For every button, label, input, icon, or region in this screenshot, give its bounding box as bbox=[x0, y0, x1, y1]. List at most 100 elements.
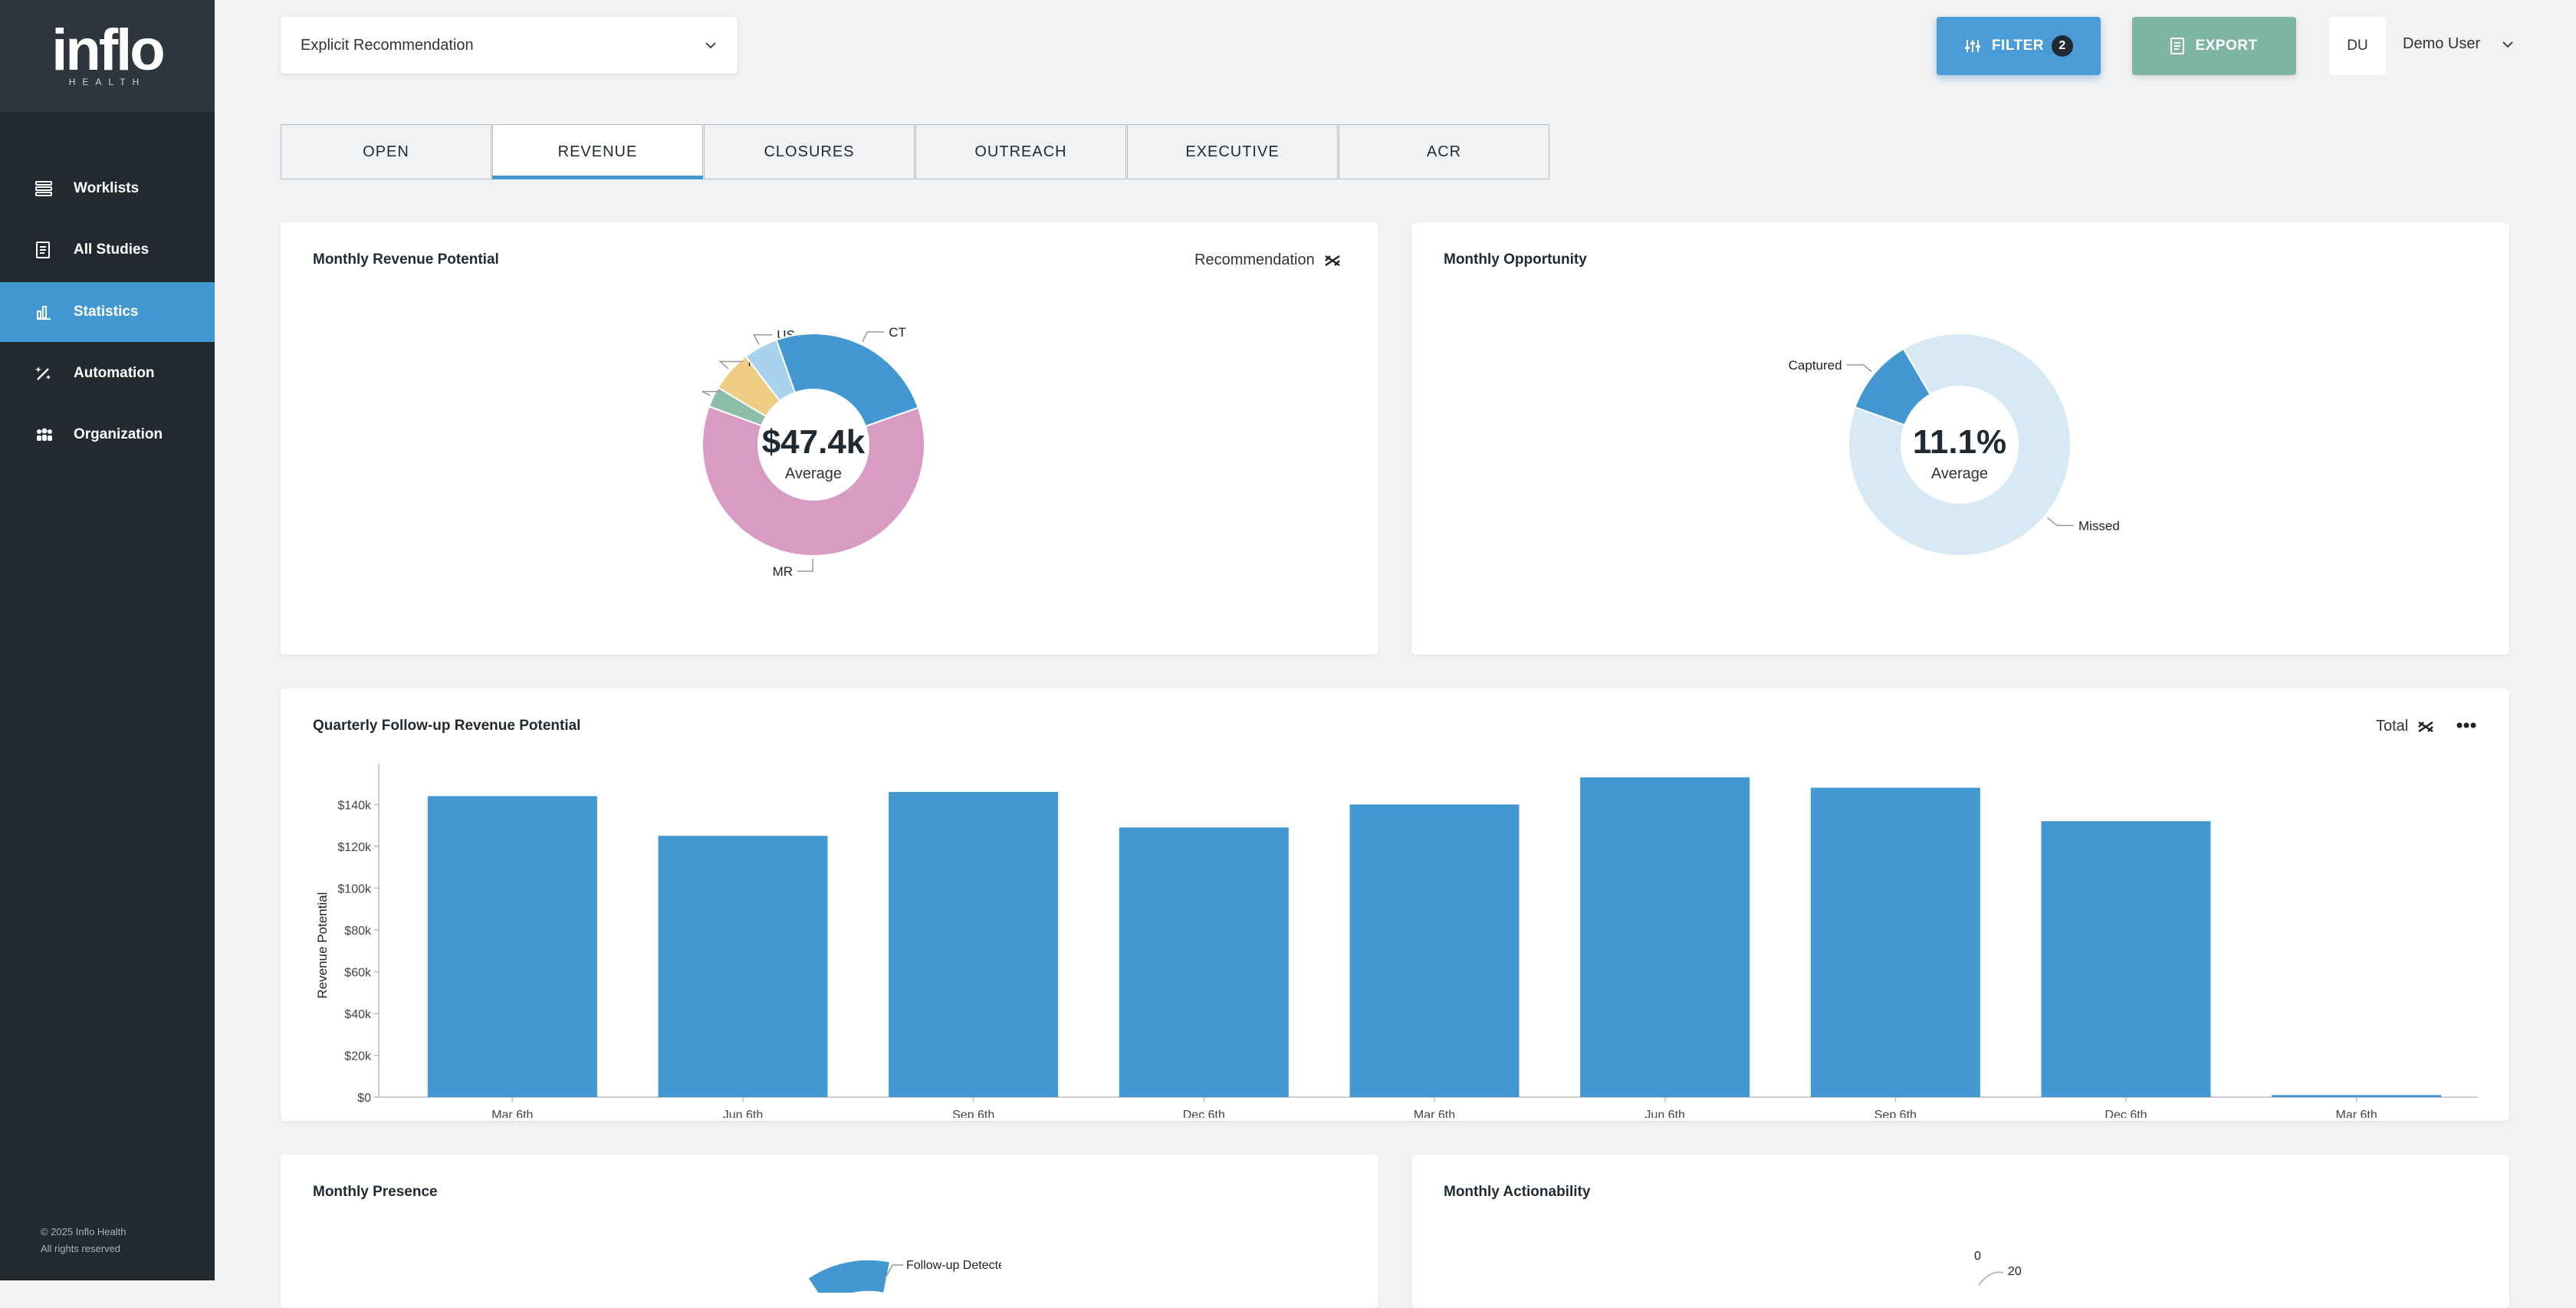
tab-executive[interactable]: EXECUTIVE bbox=[1127, 124, 1338, 179]
sidebar-item-label: Organization bbox=[74, 426, 163, 442]
recommendation-toggle[interactable]: Recommendation bbox=[1194, 251, 1341, 269]
slice-label: Captured bbox=[1789, 358, 1842, 373]
presence-card: Monthly Presence Follow-up Detected bbox=[281, 1155, 1378, 1308]
copyright-text: © 2025 Inflo Health bbox=[41, 1226, 127, 1237]
export-label: EXPORT bbox=[2195, 38, 2258, 54]
bar bbox=[658, 836, 828, 1097]
x-tick-label: Sep 6th bbox=[1875, 1109, 1917, 1118]
tick-label: 0 bbox=[1974, 1250, 1981, 1263]
bar bbox=[2272, 1095, 2442, 1097]
filter-count-badge: 2 bbox=[2052, 35, 2074, 57]
slice-label: CT bbox=[889, 325, 906, 340]
y-tick-label: $40k bbox=[344, 1008, 372, 1021]
people-icon bbox=[37, 428, 52, 441]
y-axis-label: Revenue Potential bbox=[315, 892, 330, 999]
donut-slice-mr bbox=[702, 405, 925, 557]
card-title: Quarterly Follow-up Revenue Potential bbox=[313, 718, 581, 734]
sidebar-item-statistics[interactable]: Statistics bbox=[0, 282, 215, 342]
x-tick-label: Mar 6th bbox=[1414, 1109, 1455, 1118]
bar bbox=[2041, 821, 2211, 1097]
x-tick-label: Jun 6th bbox=[1644, 1109, 1684, 1118]
sidebar-item-organization[interactable]: Organization bbox=[0, 405, 215, 465]
bar bbox=[427, 796, 597, 1097]
x-tick-label: Mar 6th bbox=[2336, 1109, 2377, 1118]
x-tick-label: Jun 6th bbox=[723, 1109, 763, 1118]
sidebar-item-all-studies[interactable]: All Studies bbox=[0, 220, 215, 280]
bar-chart-icon bbox=[37, 306, 51, 320]
avatar[interactable]: DU bbox=[2329, 17, 2386, 75]
logo[interactable]: inflo HEALTH bbox=[0, 0, 215, 112]
sidebar-footer: © 2025 Inflo Health All rights reserved bbox=[41, 1224, 126, 1257]
sidebar-item-label: All Studies bbox=[74, 242, 150, 258]
magic-wand-icon bbox=[35, 366, 51, 380]
card-title: Monthly Presence bbox=[313, 1184, 438, 1200]
slice-leader-line bbox=[862, 331, 885, 342]
donut-center-label: Average bbox=[1931, 465, 1988, 482]
slice-leader-line bbox=[2047, 517, 2074, 527]
opportunity-donut-chart: Missed Captured 11.1% Average bbox=[1789, 333, 2120, 557]
select-value: Explicit Recommendation bbox=[301, 36, 474, 54]
y-tick-label: $140k bbox=[337, 799, 372, 812]
slice-label: MR bbox=[773, 564, 793, 579]
donut-center-value: 11.1% bbox=[1913, 423, 2006, 461]
sidebar-item-label: Statistics bbox=[74, 304, 139, 320]
toggle-label: Total bbox=[2376, 718, 2409, 735]
tab-closures[interactable]: CLOSURES bbox=[704, 124, 915, 179]
y-tick-label: $80k bbox=[344, 925, 372, 938]
bar bbox=[1349, 804, 1520, 1097]
tick-label: 20 bbox=[2008, 1265, 2022, 1278]
sidebar-item-worklists[interactable]: Worklists bbox=[0, 159, 215, 219]
donut-slices: Missed Captured bbox=[1789, 333, 2120, 557]
quarterly-revenue-card: Quarterly Follow-up Revenue Potential To… bbox=[281, 689, 2509, 1121]
user-menu[interactable]: Demo User bbox=[2403, 35, 2481, 52]
quarterly-bar-chart: $0 $20k $40k $60k $80k $100k $120k $140k Mar 6th… bbox=[315, 764, 2478, 1118]
card-title: Monthly Actionability bbox=[1444, 1184, 1591, 1200]
revenue-potential-card: Monthly Revenue Potential Recommendation… bbox=[281, 222, 1378, 655]
slice-leader-line bbox=[718, 360, 744, 370]
donut-slice-captured bbox=[1854, 347, 1931, 426]
export-button[interactable]: EXPORT bbox=[2132, 17, 2296, 75]
logo-wordmark: inflo bbox=[51, 18, 165, 83]
x-tick-label: Mar 6th bbox=[491, 1109, 533, 1118]
sliders-icon bbox=[1964, 40, 1980, 52]
bar bbox=[889, 791, 1059, 1097]
document-icon bbox=[2170, 38, 2185, 54]
list-icon bbox=[35, 181, 52, 196]
sidebar-item-label: Automation bbox=[74, 365, 155, 381]
donut-slice-ct bbox=[775, 333, 919, 428]
slice-leader-line bbox=[797, 558, 813, 572]
x-tick-label: Dec 6th bbox=[1183, 1109, 1225, 1118]
recommendation-type-select[interactable]: Explicit Recommendation bbox=[281, 17, 738, 74]
slice-leader-line bbox=[753, 334, 773, 345]
filter-label: FILTER bbox=[1991, 38, 2045, 54]
donut-slices: MROtherPTUSCT bbox=[702, 325, 925, 579]
y-tick-label: $60k bbox=[344, 966, 372, 979]
tab-revenue[interactable]: REVENUE bbox=[492, 124, 703, 179]
total-toggle[interactable]: Total bbox=[2376, 718, 2434, 735]
x-tick-label: Dec 6th bbox=[2104, 1109, 2147, 1118]
chevron-down-icon bbox=[705, 42, 716, 49]
card-title: Monthly Opportunity bbox=[1444, 251, 1587, 268]
card-title: Monthly Revenue Potential bbox=[313, 251, 499, 268]
tab-open[interactable]: OPEN bbox=[281, 124, 491, 179]
y-tick-label: $120k bbox=[337, 841, 372, 854]
filter-button[interactable]: FILTER 2 bbox=[1937, 17, 2101, 75]
document-icon bbox=[36, 242, 50, 258]
chevron-down-icon[interactable] bbox=[2501, 40, 2515, 49]
logo-subtitle: HEALTH bbox=[68, 77, 146, 87]
opportunity-card: Monthly Opportunity Missed Captured 11.1%… bbox=[1411, 222, 2509, 655]
bar bbox=[1810, 787, 1980, 1097]
revenue-donut-chart: MROtherPTUSCT $47.4k Average bbox=[702, 325, 925, 579]
actionability-card: Monthly Actionability 0 20 bbox=[1411, 1155, 2509, 1308]
y-tick-label: $0 bbox=[357, 1092, 371, 1105]
presence-donut-chart: Follow-up Detected bbox=[808, 1259, 1001, 1293]
tab-acr[interactable]: ACR bbox=[1339, 124, 1549, 179]
donut-center-value: $47.4k bbox=[762, 423, 866, 461]
sidebar-item-automation[interactable]: Automation bbox=[0, 343, 215, 403]
shuffle-icon bbox=[2418, 721, 2434, 732]
actionability-chart: 0 20 bbox=[1974, 1250, 2022, 1286]
y-tick-label: $100k bbox=[337, 882, 372, 896]
more-options-icon[interactable] bbox=[2456, 722, 2476, 728]
tab-outreach[interactable]: OUTREACH bbox=[915, 124, 1126, 179]
slice-leader-line bbox=[1846, 364, 1872, 373]
